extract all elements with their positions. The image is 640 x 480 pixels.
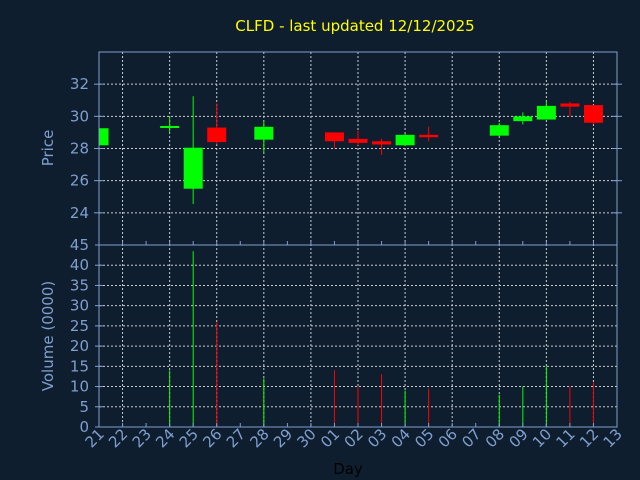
x-tick-label: 03 — [364, 425, 390, 451]
candle-body — [183, 147, 203, 189]
x-tick-label: 13 — [600, 425, 626, 451]
x-tick-label: 23 — [129, 425, 155, 451]
x-tick-label: 02 — [341, 425, 367, 451]
x-tick-label: 07 — [458, 425, 484, 451]
candle-body — [160, 125, 180, 128]
x-tick-label: 01 — [317, 425, 343, 451]
candle-body — [583, 105, 603, 123]
x-tick-label: 04 — [388, 425, 414, 451]
y-tick-label: 32 — [70, 75, 89, 93]
volume-tick-label: 45 — [70, 236, 89, 254]
y-tick-label: 26 — [70, 172, 89, 190]
candle-body — [348, 138, 368, 143]
x-tick-label: 09 — [505, 425, 531, 451]
x-tick-label: 29 — [270, 425, 296, 451]
candle-body — [560, 103, 580, 107]
x-tick-label: 10 — [529, 425, 555, 451]
x-tick-label: 26 — [199, 425, 225, 451]
candle-body — [99, 128, 109, 146]
volume-tick-label: 5 — [79, 398, 89, 416]
x-tick-label: 05 — [411, 425, 437, 451]
x-tick-label: 22 — [105, 425, 131, 451]
y-tick-label: 30 — [70, 107, 89, 125]
volume-tick-label: 20 — [70, 337, 89, 355]
candle-body — [513, 116, 533, 122]
x-tick-label: 30 — [294, 425, 320, 451]
volume-axis-label: Volume (0000) — [39, 281, 57, 391]
candle-body — [254, 126, 274, 140]
volume-tick-label: 40 — [70, 256, 89, 274]
x-axis-label: Day — [333, 460, 363, 478]
volume-tick-label: 0 — [79, 418, 89, 436]
candle-body — [372, 141, 392, 145]
x-tick-label: 06 — [435, 425, 461, 451]
y-tick-label: 24 — [70, 204, 89, 222]
chart-title: CLFD - last updated 12/12/2025 — [235, 17, 474, 35]
x-tick-label: 28 — [246, 425, 272, 451]
y-axis-label: Price — [39, 130, 57, 167]
volume-tick-label: 15 — [70, 357, 89, 375]
volume-tick-label: 30 — [70, 297, 89, 315]
volume-tick-label: 25 — [70, 317, 89, 335]
candle-body — [536, 105, 556, 120]
candle-body — [419, 134, 439, 138]
candle-body — [395, 134, 415, 146]
x-tick-label: 08 — [482, 425, 508, 451]
volume-tick-label: 35 — [70, 276, 89, 294]
x-tick-label: 12 — [576, 425, 602, 451]
candle-body — [324, 132, 344, 142]
y-tick-label: 28 — [70, 140, 89, 158]
x-tick-label: 27 — [223, 425, 249, 451]
x-tick-label: 24 — [152, 425, 178, 451]
candle-body — [489, 125, 509, 136]
volume-tick-label: 10 — [70, 378, 89, 396]
x-tick-label: 25 — [176, 425, 202, 451]
candle-body — [207, 127, 227, 143]
x-tick-label: 11 — [553, 425, 579, 451]
